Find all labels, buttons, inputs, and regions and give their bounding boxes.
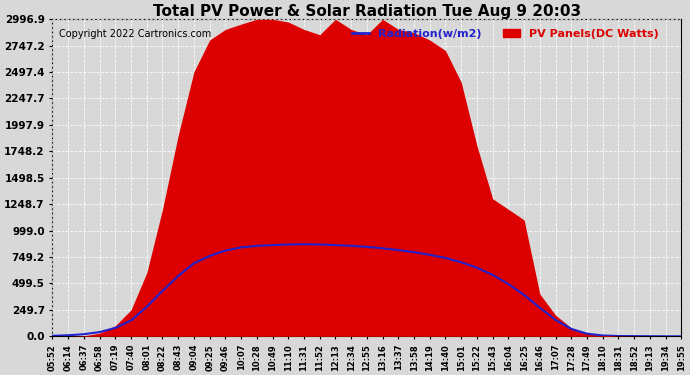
Text: Copyright 2022 Cartronics.com: Copyright 2022 Cartronics.com: [59, 28, 211, 39]
Legend: Radiation(w/m2), PV Panels(DC Watts): Radiation(w/m2), PV Panels(DC Watts): [348, 25, 663, 44]
Title: Total PV Power & Solar Radiation Tue Aug 9 20:03: Total PV Power & Solar Radiation Tue Aug…: [152, 4, 581, 19]
